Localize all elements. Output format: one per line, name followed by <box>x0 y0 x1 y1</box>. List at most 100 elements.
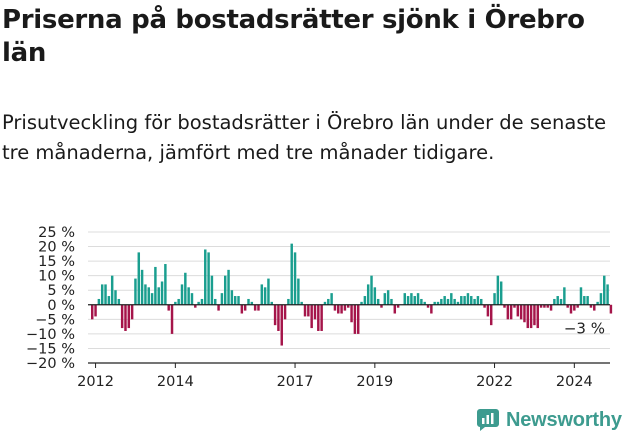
bar <box>97 298 101 305</box>
bar <box>499 281 503 305</box>
bar <box>330 293 333 305</box>
bar <box>157 287 160 305</box>
bar <box>164 264 167 305</box>
bar <box>343 304 347 311</box>
bar <box>453 298 456 305</box>
bar <box>120 304 124 329</box>
bar <box>533 304 536 326</box>
bar <box>509 304 513 320</box>
bar <box>549 304 553 311</box>
bar <box>117 298 121 305</box>
bar <box>187 287 190 305</box>
bar <box>140 269 144 305</box>
bar <box>470 296 473 305</box>
bar <box>223 275 227 305</box>
bar <box>91 304 94 320</box>
bar <box>523 304 526 323</box>
bar <box>539 304 543 308</box>
bar <box>440 298 443 305</box>
y-tick-label: 0 % <box>47 298 75 314</box>
bar <box>410 293 413 305</box>
bar <box>217 304 220 311</box>
bar <box>603 275 606 305</box>
bar <box>200 298 204 305</box>
x-tick-label: 2019 <box>356 374 393 390</box>
y-tick-label: 25 % <box>38 225 75 241</box>
bar <box>104 284 107 305</box>
bar <box>320 304 323 331</box>
bar <box>573 304 576 311</box>
y-tick-label: −10 % <box>26 327 75 343</box>
bar <box>356 304 360 334</box>
bar <box>579 287 583 305</box>
bar <box>127 304 131 329</box>
bar <box>303 304 307 317</box>
bar <box>243 304 247 311</box>
bar <box>483 304 486 308</box>
last-value-label: −3 % <box>564 320 605 338</box>
newsworthy-logo: Newsworthy <box>476 408 622 432</box>
bar <box>393 304 397 314</box>
y-tick-label: −5 % <box>35 312 75 328</box>
bar <box>124 304 127 331</box>
bar <box>297 278 300 305</box>
bar <box>273 304 277 326</box>
bar <box>227 269 230 305</box>
bar <box>287 298 290 305</box>
bar <box>503 304 506 308</box>
bar <box>300 301 303 305</box>
bar <box>370 275 373 305</box>
bar <box>290 243 293 305</box>
bar <box>277 304 280 331</box>
bar <box>327 298 330 305</box>
bar <box>543 304 546 308</box>
bar <box>376 298 380 305</box>
bar <box>260 284 264 305</box>
bar <box>160 281 164 305</box>
bar <box>486 304 490 317</box>
bar <box>360 301 363 305</box>
bar <box>386 290 390 305</box>
bar-chart: 25 %20 %15 %10 %5 %0 %−5 %−10 %−15 %−20 … <box>26 225 613 390</box>
bar <box>210 275 214 305</box>
bar <box>253 304 257 311</box>
bar <box>130 304 134 320</box>
bar <box>167 304 170 311</box>
bar <box>350 304 353 323</box>
bar <box>420 298 423 305</box>
bar <box>556 296 559 305</box>
bar <box>170 304 174 334</box>
bar <box>114 290 117 305</box>
bar <box>347 304 350 308</box>
bar <box>463 296 466 305</box>
y-tick-label: 20 % <box>38 240 75 256</box>
bar <box>546 304 549 308</box>
bar <box>593 304 596 311</box>
bar <box>460 296 463 305</box>
bar <box>310 304 313 329</box>
bar <box>559 298 563 305</box>
bar <box>589 304 593 308</box>
bar <box>493 293 496 305</box>
newsworthy-logo-text: Newsworthy <box>506 408 622 431</box>
bar <box>516 304 520 317</box>
y-tick-label: 15 % <box>38 254 75 270</box>
bar <box>267 278 270 305</box>
bar <box>363 296 367 305</box>
bar <box>513 304 516 308</box>
bar <box>207 252 210 305</box>
bar <box>214 298 217 305</box>
bar <box>519 304 523 320</box>
bar <box>476 296 480 305</box>
bar <box>506 304 510 320</box>
bar <box>390 298 393 305</box>
bar <box>436 301 440 305</box>
bar <box>599 293 603 305</box>
bar <box>433 301 436 305</box>
bar <box>134 278 137 305</box>
bar <box>536 304 539 329</box>
bar <box>466 293 470 305</box>
bar <box>250 301 254 305</box>
bar <box>184 272 187 305</box>
x-tick-label: 2014 <box>157 374 194 390</box>
